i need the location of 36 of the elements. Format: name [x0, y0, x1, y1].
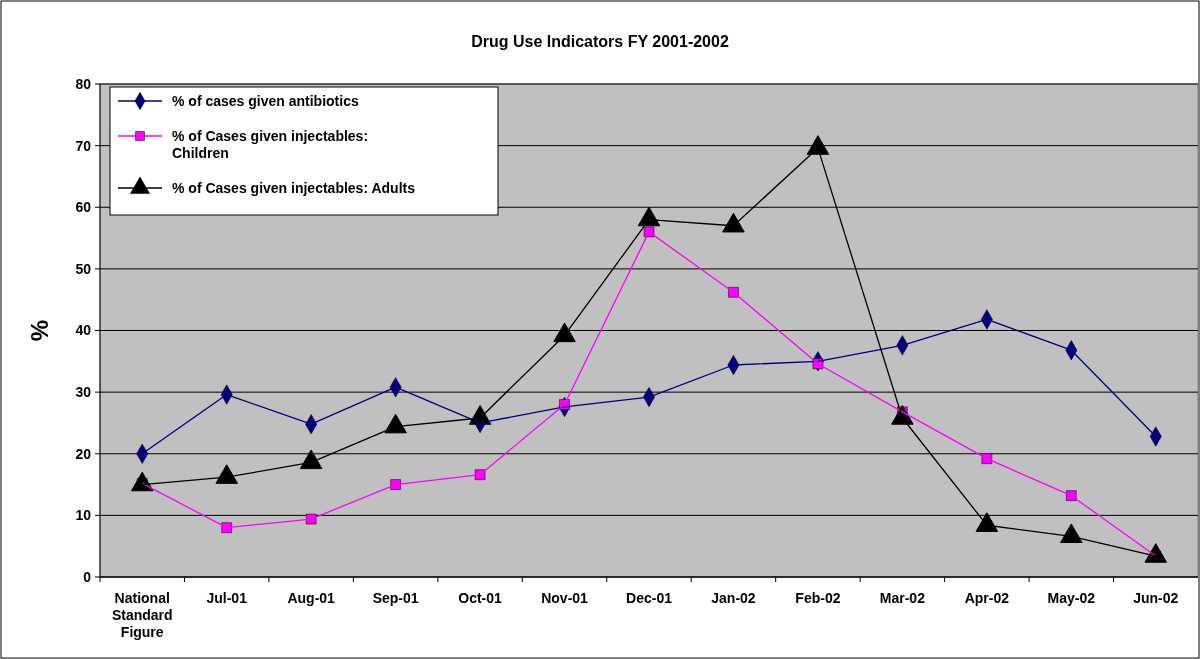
x-tick-label: Oct-01 — [458, 590, 503, 606]
y-tick-label: 30 — [75, 384, 92, 401]
point — [221, 522, 232, 533]
y-tick-label: 70 — [75, 137, 92, 154]
point — [981, 453, 993, 464]
legend-label: % of Cases given injectables: Children — [172, 127, 369, 161]
x-tick-label: Feb-02 — [795, 590, 841, 606]
x-tick-label: Dec-01 — [626, 590, 673, 606]
point — [643, 226, 655, 238]
y-tick-label: 60 — [75, 199, 92, 216]
x-tick-label: Jan-02 — [711, 590, 756, 606]
x-tick-label: Aug-01 — [287, 590, 336, 606]
x-tick-label: Sep-01 — [372, 590, 419, 606]
x-tick-label: Jun-02 — [1133, 590, 1179, 606]
point — [812, 358, 824, 370]
y-axis-title: % — [26, 319, 53, 342]
y-tick-label: 0 — [83, 568, 92, 585]
x-tick-label: Mar-02 — [879, 590, 926, 606]
point — [728, 287, 739, 298]
x-tick-label: Nov-01 — [541, 590, 589, 606]
point — [1066, 490, 1077, 501]
y-tick-label: 10 — [75, 507, 92, 524]
y-tick-label: 80 — [75, 75, 92, 92]
point — [305, 513, 317, 525]
y-tick-label: 40 — [75, 322, 92, 339]
legend-label: % of Cases given injectables: Adults — [172, 179, 416, 196]
point — [474, 469, 486, 480]
chart-title: Drug Use Indicators FY 2001-2002 — [471, 33, 729, 50]
x-tick-label: Jul-01 — [206, 590, 248, 606]
x-tick-label: May-02 — [1047, 590, 1096, 606]
legend-label: % of cases given antibiotics — [172, 92, 359, 109]
x-tick-label: Apr-02 — [964, 590, 1010, 606]
y-tick-label: 50 — [75, 260, 92, 277]
x-tick-label: National Standard Figure — [111, 590, 173, 640]
y-tick-label: 20 — [75, 445, 92, 462]
point — [390, 479, 401, 490]
